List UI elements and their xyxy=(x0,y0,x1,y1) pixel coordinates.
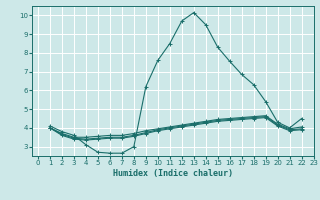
X-axis label: Humidex (Indice chaleur): Humidex (Indice chaleur) xyxy=(113,169,233,178)
